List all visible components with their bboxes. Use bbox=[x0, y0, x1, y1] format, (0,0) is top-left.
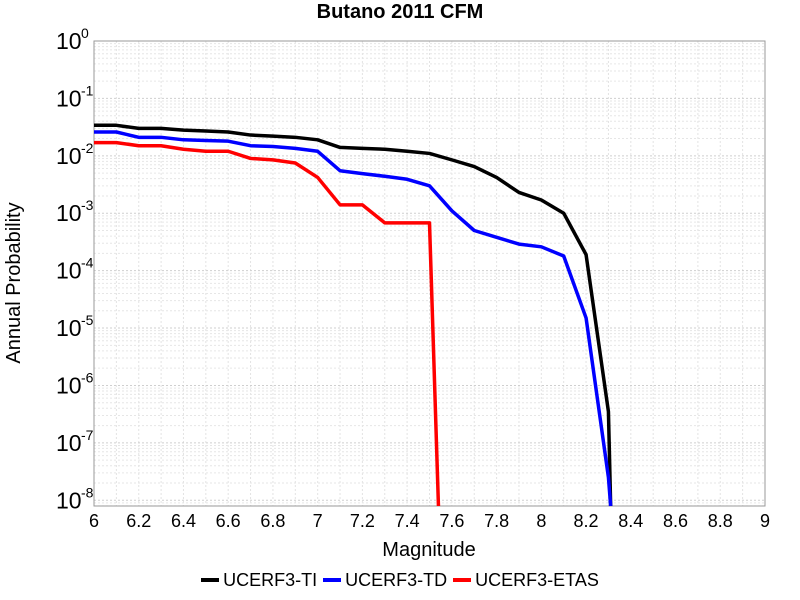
y-tick-label: 10 bbox=[56, 487, 82, 513]
y-tick-label: 10 bbox=[56, 143, 82, 169]
y-tick-exponent: -1 bbox=[81, 82, 94, 98]
series-layer bbox=[94, 123, 613, 507]
y-tick-exponent: -8 bbox=[81, 484, 94, 500]
x-tick-label: 8.8 bbox=[708, 511, 733, 531]
legend-item-td: UCERF3-TD bbox=[323, 570, 447, 591]
x-tick-label: 6.2 bbox=[126, 511, 151, 531]
y-tick-label: 10 bbox=[56, 85, 82, 111]
x-tick-label: 6.4 bbox=[171, 511, 196, 531]
x-tick-label: 6.8 bbox=[260, 511, 285, 531]
y-tick-exponent: -6 bbox=[81, 369, 94, 385]
y-tick-exponent: -5 bbox=[81, 312, 94, 328]
plot-area-border bbox=[93, 40, 766, 507]
y-tick-exponent: -4 bbox=[81, 255, 94, 271]
x-tick-label: 7.6 bbox=[439, 511, 464, 531]
legend-label-ti: UCERF3-TI bbox=[223, 569, 318, 590]
x-tick-label: 6.6 bbox=[216, 511, 241, 531]
y-tick-label: 10 bbox=[56, 372, 82, 398]
chart-title: Butano 2011 CFM bbox=[316, 1, 484, 23]
legend-item-ti: UCERF3-TI bbox=[201, 570, 317, 591]
x-tick-label: 8.4 bbox=[618, 511, 643, 531]
y-tick-label: 10 bbox=[56, 430, 82, 456]
x-tick-label: 7.2 bbox=[350, 511, 375, 531]
series-line-1 bbox=[94, 130, 613, 507]
y-tick-label: 10 bbox=[56, 258, 82, 284]
x-tick-label: 8.2 bbox=[574, 511, 599, 531]
x-tick-label: 6 bbox=[89, 511, 99, 531]
legend-label-etas: UCERF3-ETAS bbox=[475, 569, 599, 590]
y-tick-exponent: 0 bbox=[81, 25, 89, 41]
y-tick-exponent: -2 bbox=[81, 140, 94, 156]
series-line-0 bbox=[94, 123, 613, 507]
x-axis-ticks: 6 6.2 6.4 6.6 6.8 7 7.2 7.4 7.6 7.8 8 8.2 8.4 8.6 8.8 9 bbox=[89, 511, 770, 531]
legend: UCERF3-TI UCERF3-TD UCERF3-ETAS bbox=[0, 566, 800, 594]
legend-swatch-etas bbox=[453, 578, 472, 582]
x-tick-label: 8 bbox=[536, 511, 546, 531]
legend-label-td: UCERF3-TD bbox=[345, 569, 448, 590]
y-tick-label: 10 bbox=[56, 315, 82, 341]
x-axis-label: Magnitude bbox=[382, 539, 475, 561]
x-tick-label: 7.8 bbox=[484, 511, 509, 531]
legend-swatch-ti bbox=[201, 578, 220, 582]
x-tick-label: 7 bbox=[313, 511, 323, 531]
y-tick-label: 10 bbox=[56, 28, 82, 54]
legend-item-etas: UCERF3-ETAS bbox=[453, 570, 599, 591]
y-axis-label: Annual Probability bbox=[3, 202, 25, 363]
x-tick-label: 8.6 bbox=[663, 511, 688, 531]
x-tick-label: 9 bbox=[760, 511, 770, 531]
y-tick-exponent: -3 bbox=[81, 197, 94, 213]
series-line-2 bbox=[94, 140, 441, 507]
y-tick-exponent: -7 bbox=[81, 427, 94, 443]
y-tick-label: 10 bbox=[56, 200, 82, 226]
legend-swatch-td bbox=[323, 578, 342, 582]
x-tick-label: 7.4 bbox=[395, 511, 420, 531]
